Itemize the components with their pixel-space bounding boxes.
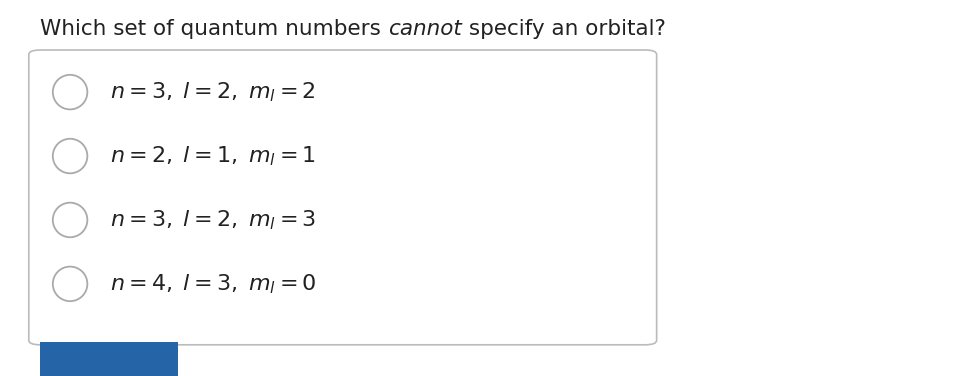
Ellipse shape — [53, 203, 87, 237]
Text: Which set of quantum numbers: Which set of quantum numbers — [40, 20, 388, 39]
Text: cannot: cannot — [388, 20, 462, 39]
Ellipse shape — [53, 139, 87, 173]
FancyBboxPatch shape — [29, 50, 657, 345]
Ellipse shape — [53, 267, 87, 301]
Ellipse shape — [53, 75, 87, 109]
Text: $n = 3,\; l = 2,\; m_l = 3$: $n = 3,\; l = 2,\; m_l = 3$ — [110, 208, 317, 232]
Text: specify an orbital?: specify an orbital? — [462, 20, 665, 39]
Bar — [40, 342, 178, 376]
Text: $n = 3,\; l = 2,\; m_l = 2$: $n = 3,\; l = 2,\; m_l = 2$ — [110, 80, 316, 104]
Text: $n = 2,\; l = 1,\; m_l = 1$: $n = 2,\; l = 1,\; m_l = 1$ — [110, 144, 317, 168]
Text: $n = 4,\; l = 3,\; m_l = 0$: $n = 4,\; l = 3,\; m_l = 0$ — [110, 272, 317, 296]
